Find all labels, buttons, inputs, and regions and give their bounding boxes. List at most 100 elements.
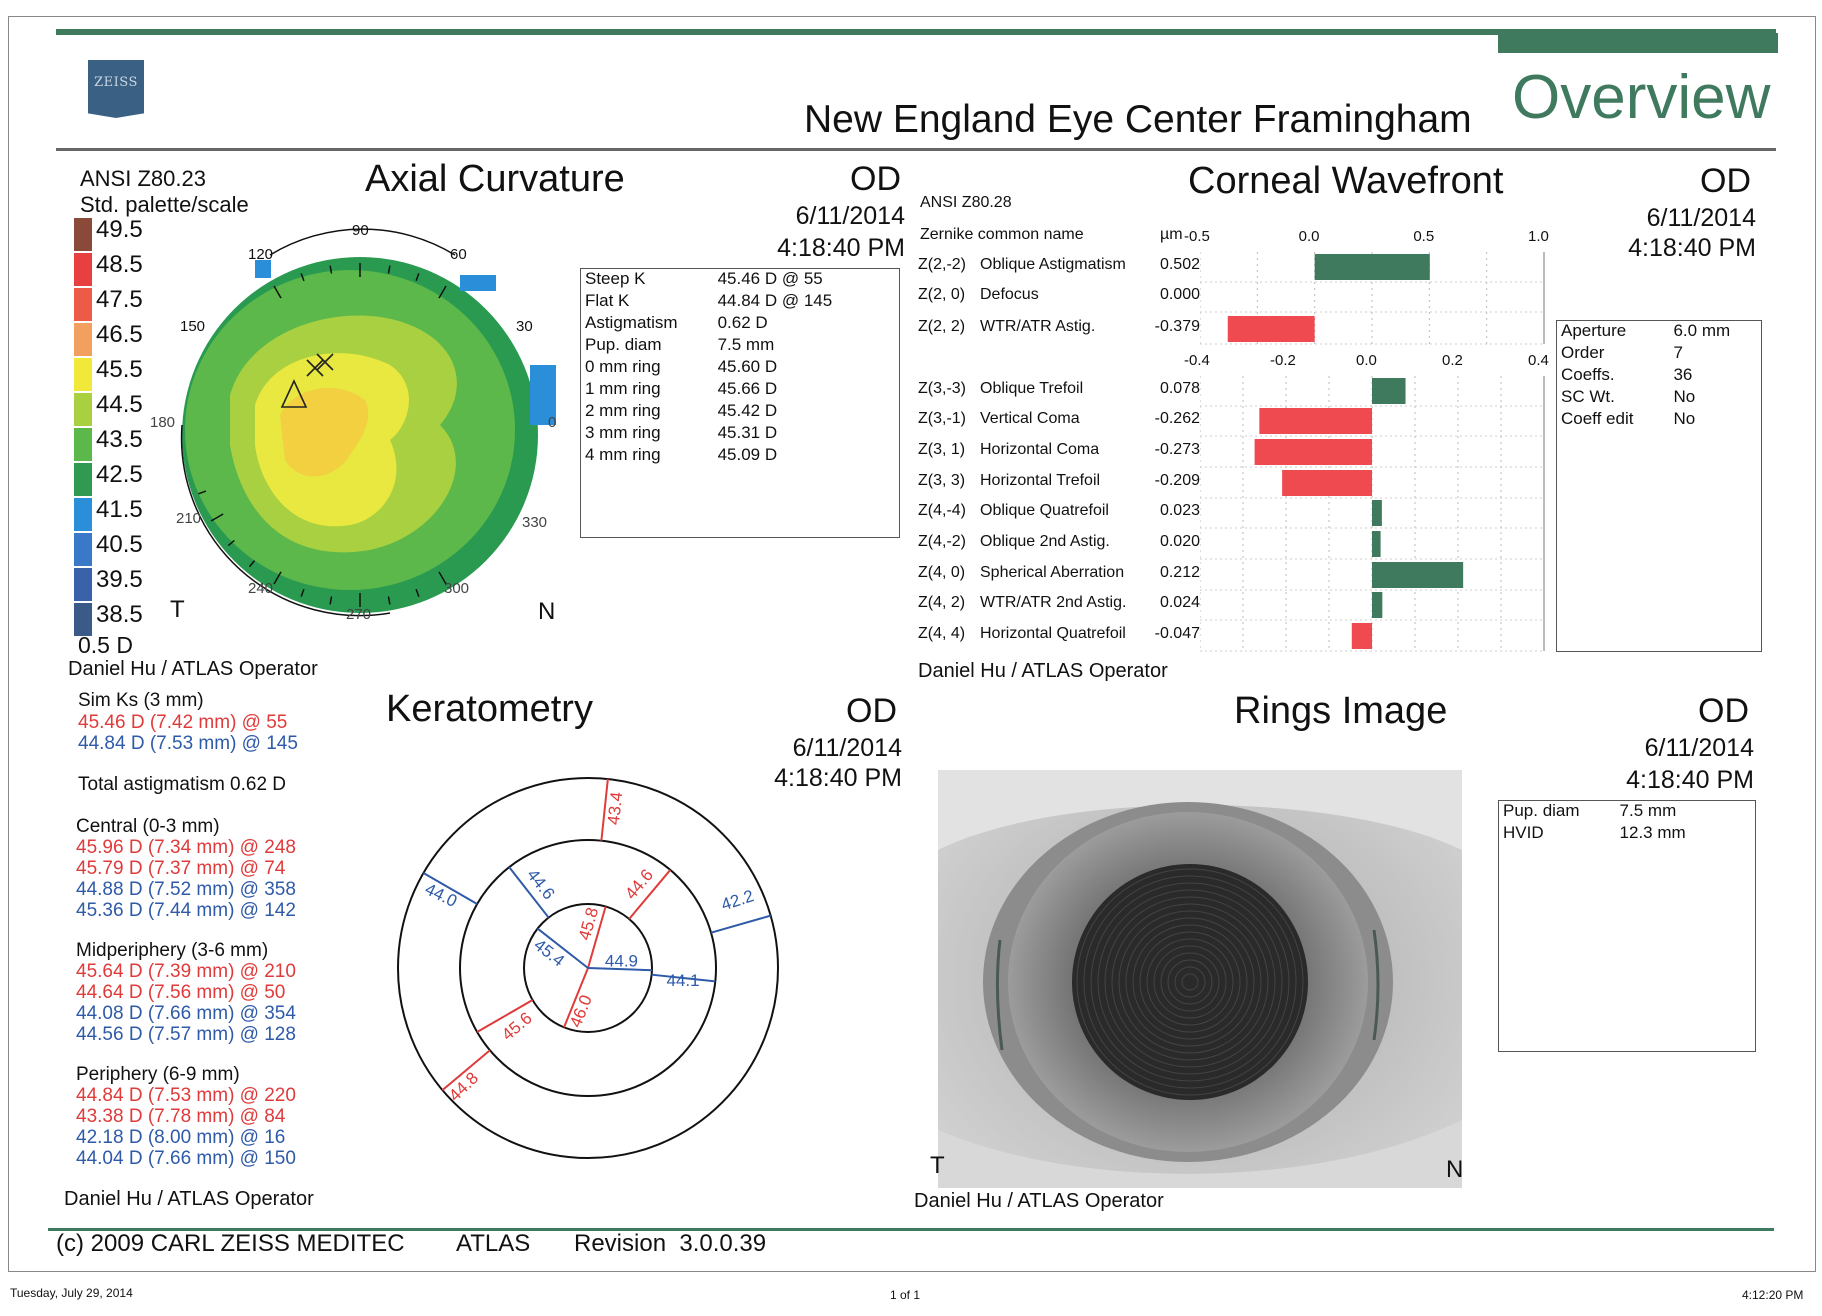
- keratometry-value: 44.6: [621, 865, 657, 903]
- info-label: Aperture: [1561, 321, 1627, 340]
- info-row: SC Wt. No: [1557, 387, 1730, 409]
- zernike-value: 0.502: [1159, 256, 1200, 273]
- zernike-value: -0.273: [1154, 441, 1200, 458]
- page-number: 1 of 1: [890, 1288, 921, 1302]
- scale-row: 41.5: [74, 496, 154, 531]
- report-frame: [8, 16, 1816, 1272]
- zernike-value: 0.023: [1159, 502, 1200, 519]
- info-label: SC Wt.: [1561, 387, 1615, 406]
- zernike-bar: [1259, 408, 1372, 434]
- angle-label: 150: [180, 318, 206, 335]
- scale-swatch: [74, 428, 92, 461]
- meridian-line: [600, 778, 609, 841]
- angle-label: 120: [248, 246, 274, 263]
- scale-row: 38.5: [74, 601, 154, 636]
- info-row: 0 mm ring 45.60 D: [581, 357, 832, 379]
- scale-swatch: [74, 253, 92, 286]
- rings-eye-image: [938, 770, 1462, 1188]
- scale-row: 47.5: [74, 286, 154, 321]
- zernike-code: Z(3, 3): [918, 472, 966, 489]
- info-label: Coeff edit: [1561, 409, 1634, 428]
- keratometry-value: 44.1: [667, 971, 700, 990]
- ring-circle: [397, 777, 779, 1159]
- top-tick-label: 0.5: [1413, 228, 1435, 245]
- sim-title: Sim Ks (3 mm): [78, 690, 204, 711]
- zone-line: 44.64 D (7.56 mm) @ 50: [76, 982, 286, 1003]
- scale-value: 49.5: [96, 216, 143, 243]
- info-value: 7.5 mm: [1619, 801, 1677, 820]
- scale-value: 41.5: [96, 496, 143, 523]
- scale-step: 0.5 D: [78, 632, 133, 658]
- zone-line: 45.64 D (7.39 mm) @ 210: [76, 961, 296, 982]
- zone-line: 44.04 D (7.66 mm) @ 150: [76, 1148, 296, 1169]
- zone-line: 44.84 D (7.53 mm) @ 220: [76, 1085, 296, 1106]
- sim-ks-list: 45.46 D (7.42 mm) @ 55 44.84 D (7.53 mm) …: [78, 712, 298, 754]
- info-value: 0.62 D: [717, 313, 768, 332]
- info-value: 45.09 D: [717, 445, 778, 464]
- zernike-name: Defocus: [980, 286, 1039, 303]
- zernike-bar: [1351, 623, 1372, 649]
- angle-label: 270: [346, 606, 372, 623]
- axial-standard: ANSI Z80.23: [80, 166, 206, 191]
- info-value: 12.3 mm: [1619, 823, 1686, 842]
- info-value: 7: [1673, 343, 1683, 362]
- scale-swatch: [74, 393, 92, 426]
- zernike-value: -0.047: [1154, 625, 1200, 642]
- zernike-chart: [1200, 252, 1545, 652]
- info-value: 7.5 mm: [717, 335, 775, 354]
- ring-circle: [523, 903, 653, 1033]
- axial-nasal: N: [538, 598, 556, 625]
- zernike-name: Horizontal Coma: [980, 441, 1100, 458]
- info-value: 45.66 D: [717, 379, 778, 398]
- print-time: 4:12:20 PM: [1742, 1288, 1804, 1302]
- info-value: 45.42 D: [717, 401, 778, 420]
- rings-nasal: N: [1446, 1156, 1464, 1183]
- zernike-bar: [1372, 592, 1383, 618]
- zone-title: Periphery (6-9 mm): [76, 1064, 240, 1085]
- scale-swatch: [74, 218, 92, 251]
- zone-block: Midperiphery (3-6 mm) 45.64 D (7.39 mm) @…: [76, 940, 296, 1045]
- print-date: Tuesday, July 29, 2014: [10, 1286, 133, 1300]
- zernike-name: Oblique Quatrefoil: [980, 502, 1109, 519]
- scale-swatch: [74, 533, 92, 566]
- meridian-line: [536, 927, 589, 969]
- info-value: 36: [1673, 365, 1693, 384]
- total-astigmatism: Total astigmatism 0.62 D: [78, 774, 287, 795]
- scale-swatch: [74, 463, 92, 496]
- top-tick-label: -0.5: [1184, 228, 1210, 245]
- info-label: Order: [1561, 343, 1605, 362]
- info-label: Pup. diam: [1503, 801, 1580, 820]
- scale-row: 45.5: [74, 356, 154, 391]
- zernike-bar: [1372, 531, 1381, 557]
- angle-label: 300: [444, 580, 470, 597]
- scale-value: 38.5: [96, 601, 143, 628]
- bottom-tick-label: 0.2: [1442, 352, 1463, 369]
- zernike-bar: [1372, 562, 1464, 588]
- zone-line: 43.38 D (7.78 mm) @ 84: [76, 1106, 286, 1127]
- bottom-tick-label: -0.4: [1184, 352, 1210, 369]
- zone-line: 45.36 D (7.44 mm) @ 142: [76, 900, 296, 921]
- zernike-bar: [1372, 500, 1382, 526]
- zernike-bar: [1254, 439, 1372, 465]
- zernike-code: Z(4,-4): [918, 502, 966, 519]
- zernike-value: 0.024: [1159, 594, 1200, 611]
- zone-line: 45.79 D (7.37 mm) @ 74: [76, 858, 286, 879]
- info-row: 3 mm ring 45.31 D: [581, 423, 832, 445]
- bottom-tick-label: 0.4: [1528, 352, 1549, 369]
- wavefront-title: Corneal Wavefront: [1188, 160, 1504, 202]
- scale-value: 48.5: [96, 251, 143, 278]
- scale-swatch: [74, 603, 92, 636]
- zernike-name: Horizontal Trefoil: [980, 472, 1101, 489]
- rings-time: 4:18:40 PM: [1626, 766, 1754, 794]
- info-row: Coeffs. 36: [1557, 365, 1730, 387]
- zernike-value: 0.000: [1159, 286, 1200, 303]
- info-label: Steep K: [585, 269, 646, 288]
- meridian-line: [587, 967, 652, 972]
- angle-label: 240: [248, 580, 274, 597]
- zernike-value: 0.212: [1159, 564, 1200, 581]
- top-tick-label: 0.0: [1298, 228, 1320, 245]
- rings-info-box: Pup. diam 7.5 mm HVID 12.3 mm: [1498, 800, 1756, 1052]
- zernike-code: Z(4, 2): [918, 594, 966, 611]
- zone-line: 44.56 D (7.57 mm) @ 128: [76, 1024, 296, 1045]
- rings-temporal: T: [930, 1152, 945, 1179]
